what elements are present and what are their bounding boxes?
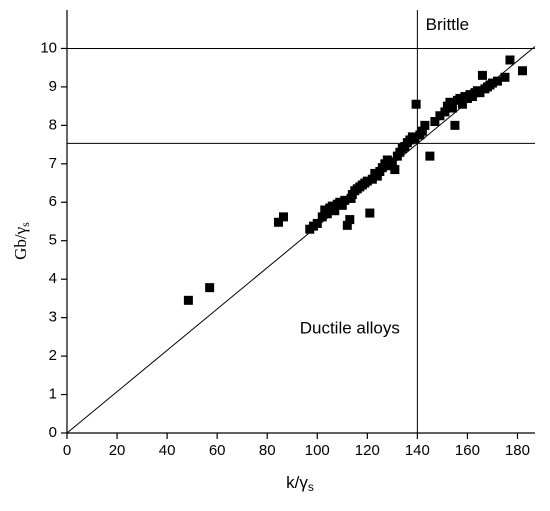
- point: [330, 206, 340, 216]
- point: [447, 103, 457, 113]
- point: [312, 218, 322, 228]
- point: [487, 78, 497, 88]
- x-axis-label-text: k/γ: [286, 473, 308, 492]
- point: [327, 201, 337, 211]
- point: [340, 195, 350, 205]
- x-tick-label: 140: [405, 442, 430, 459]
- x-tick-label: 20: [109, 442, 126, 459]
- x-tick-label: 0: [63, 442, 71, 459]
- y-axis-label-subscript: s: [18, 222, 32, 227]
- point: [278, 212, 288, 222]
- y-tick-label: 2: [49, 347, 57, 364]
- y-tick-label: 1: [49, 386, 57, 403]
- point: [445, 97, 455, 107]
- point: [505, 55, 515, 65]
- x-tick-label: 180: [505, 442, 530, 459]
- point: [382, 155, 392, 165]
- x-tick-label: 160: [455, 442, 480, 459]
- point: [342, 220, 352, 230]
- point: [362, 176, 372, 186]
- y-tick-label: 6: [49, 193, 57, 210]
- y-tick-label: 10: [40, 39, 57, 56]
- point: [450, 120, 460, 130]
- point: [372, 171, 382, 181]
- point: [317, 212, 327, 222]
- point: [440, 107, 450, 117]
- point: [365, 208, 375, 218]
- point: [417, 126, 427, 136]
- point: [430, 117, 440, 127]
- point: [475, 88, 485, 98]
- point: [425, 151, 435, 161]
- point: [205, 283, 215, 293]
- y-tick-label: 4: [49, 270, 57, 287]
- point: [477, 70, 487, 80]
- x-axis-label: k/γs: [286, 473, 314, 494]
- point: [492, 76, 502, 86]
- x-tick-label: 40: [159, 442, 176, 459]
- y-tick-label: 7: [49, 155, 57, 172]
- x-tick-label: 80: [259, 442, 276, 459]
- point: [455, 93, 465, 103]
- point: [322, 209, 332, 219]
- point: [390, 165, 400, 175]
- point: [435, 111, 445, 121]
- point: [420, 120, 430, 130]
- point: [517, 66, 527, 76]
- point: [411, 99, 421, 109]
- point: [387, 157, 397, 167]
- point: [367, 174, 377, 184]
- reference-line: [66, 46, 536, 434]
- point: [183, 295, 193, 305]
- point: [457, 99, 467, 109]
- x-tick-label: 100: [305, 442, 330, 459]
- point: [273, 217, 283, 227]
- point: [337, 200, 347, 210]
- x-tick-label: 60: [209, 442, 226, 459]
- y-axis-label-text: Gb/γ: [11, 226, 30, 260]
- annotation: Brittle: [426, 15, 469, 34]
- point: [500, 72, 510, 82]
- x-axis-label-subscript: s: [308, 480, 314, 494]
- y-tick-label: 3: [49, 309, 57, 326]
- x-tick-label: 120: [355, 442, 380, 459]
- annotation: Ductile alloys: [300, 319, 400, 338]
- y-tick-label: 8: [49, 116, 57, 133]
- point: [345, 215, 355, 225]
- y-tick-label: 9: [49, 78, 57, 95]
- y-tick-label: 0: [49, 424, 57, 441]
- point: [410, 134, 420, 144]
- y-axis-label: Gb/γs: [11, 222, 32, 260]
- y-tick-label: 5: [49, 232, 57, 249]
